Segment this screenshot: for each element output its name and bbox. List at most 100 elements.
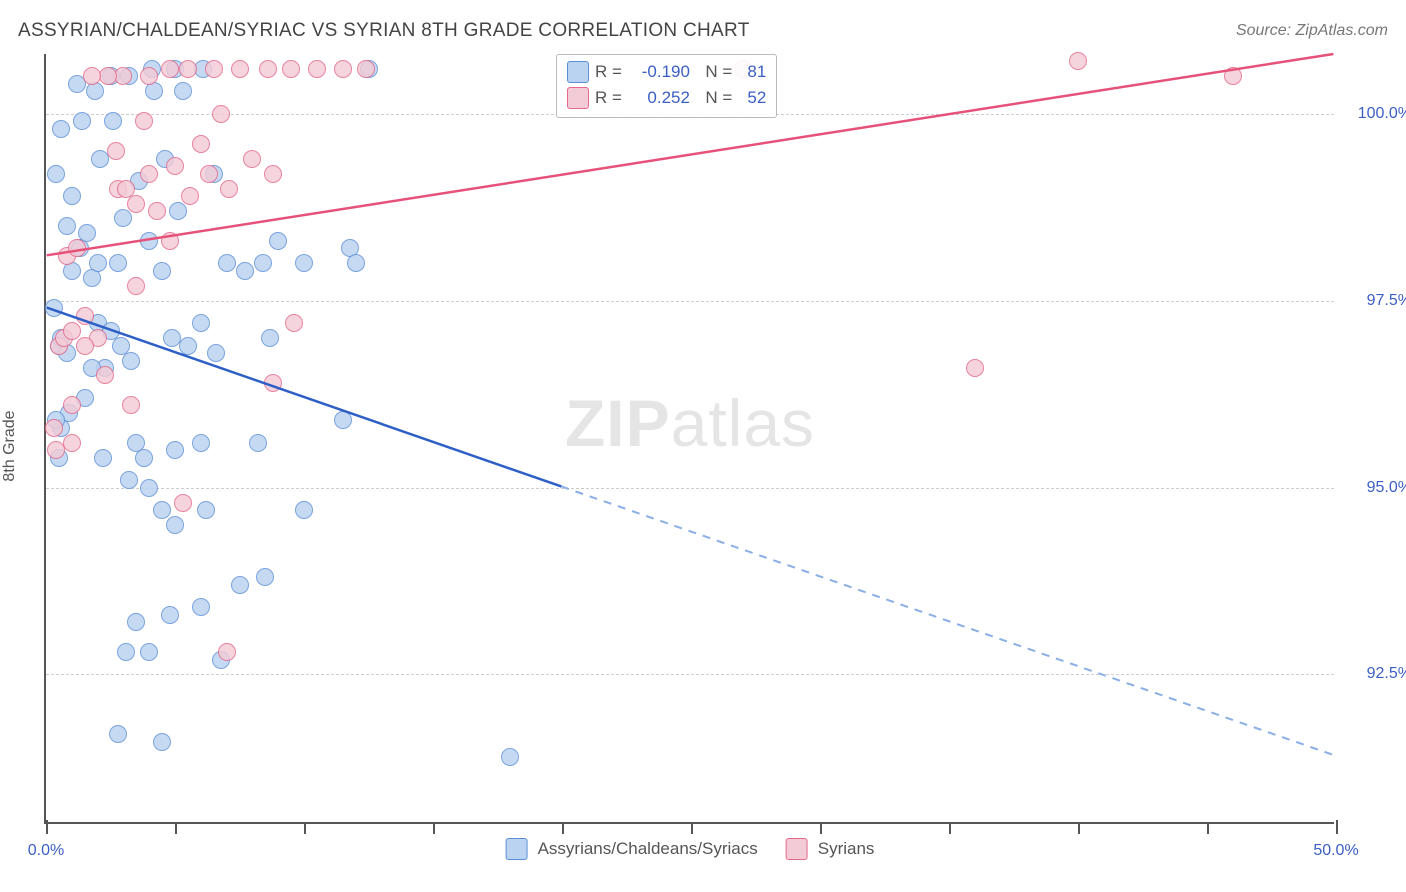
scatter-point	[334, 411, 352, 429]
legend-r-row-1: R = 0.252 N = 52	[567, 85, 766, 111]
chart-area: ZIPatlas 92.5%95.0%97.5%100.0% R = -0.19…	[44, 54, 1334, 824]
scatter-point	[207, 344, 225, 362]
scatter-point	[114, 209, 132, 227]
scatter-point	[83, 67, 101, 85]
scatter-point	[205, 60, 223, 78]
scatter-point	[109, 725, 127, 743]
chart-title: ASSYRIAN/CHALDEAN/SYRIAC VS SYRIAN 8TH G…	[18, 20, 750, 42]
scatter-point	[89, 254, 107, 272]
legend-r-row-0: R = -0.190 N = 81	[567, 59, 766, 85]
scatter-point	[261, 329, 279, 347]
scatter-point	[166, 157, 184, 175]
scatter-point	[76, 337, 94, 355]
xtick-minor	[820, 824, 822, 834]
scatter-point	[197, 501, 215, 519]
scatter-point	[45, 419, 63, 437]
scatter-point	[231, 60, 249, 78]
xtick-minor	[1078, 824, 1080, 834]
scatter-point	[140, 643, 158, 661]
legend-r-value-1: 0.252	[628, 88, 690, 108]
xtick-major	[1336, 820, 1338, 834]
legend-n-value-1: 52	[738, 88, 766, 108]
scatter-point	[285, 314, 303, 332]
scatter-point	[212, 105, 230, 123]
legend-r-r-label: R =	[595, 62, 622, 82]
xtick-minor	[691, 824, 693, 834]
scatter-point	[109, 254, 127, 272]
scatter-point	[58, 217, 76, 235]
scatter-point	[282, 60, 300, 78]
scatter-point	[1069, 52, 1087, 70]
scatter-point	[86, 82, 104, 100]
scatter-point	[140, 67, 158, 85]
scatter-point	[256, 568, 274, 586]
xtick-minor	[562, 824, 564, 834]
scatter-point	[269, 232, 287, 250]
legend-bottom-swatch-0	[506, 838, 528, 860]
scatter-point	[169, 202, 187, 220]
scatter-point	[295, 501, 313, 519]
scatter-point	[73, 112, 91, 130]
scatter-point	[52, 120, 70, 138]
scatter-point	[166, 516, 184, 534]
scatter-point	[308, 60, 326, 78]
legend-bottom-label-0: Assyrians/Chaldeans/Syriacs	[538, 839, 758, 859]
scatter-point	[174, 494, 192, 512]
xtick-label: 0.0%	[28, 842, 64, 860]
scatter-point	[135, 112, 153, 130]
legend-r-r-label: R =	[595, 88, 622, 108]
scatter-point	[120, 471, 138, 489]
legend-bottom-item-0: Assyrians/Chaldeans/Syriacs	[506, 838, 758, 860]
scatter-point	[94, 449, 112, 467]
xtick-major	[46, 820, 48, 834]
plot-layer	[46, 54, 1334, 822]
scatter-point	[68, 239, 86, 257]
scatter-point	[501, 748, 519, 766]
ytick-label: 95.0%	[1367, 479, 1406, 497]
scatter-point	[140, 165, 158, 183]
scatter-point	[254, 254, 272, 272]
source-label: Source: ZipAtlas.com	[1236, 22, 1388, 40]
legend-bottom-label-1: Syrians	[818, 839, 875, 859]
scatter-point	[127, 277, 145, 295]
xtick-minor	[1207, 824, 1209, 834]
scatter-point	[127, 613, 145, 631]
scatter-point	[179, 60, 197, 78]
scatter-point	[135, 449, 153, 467]
scatter-point	[236, 262, 254, 280]
scatter-point	[140, 479, 158, 497]
xtick-minor	[949, 824, 951, 834]
scatter-point	[63, 322, 81, 340]
scatter-point	[63, 187, 81, 205]
scatter-point	[264, 374, 282, 392]
scatter-point	[192, 598, 210, 616]
scatter-point	[181, 187, 199, 205]
scatter-point	[76, 307, 94, 325]
ytick-label: 100.0%	[1358, 105, 1406, 123]
scatter-point	[264, 165, 282, 183]
xtick-minor	[175, 824, 177, 834]
scatter-point	[1224, 67, 1242, 85]
legend-r-n-label: N =	[696, 62, 732, 82]
scatter-point	[161, 232, 179, 250]
scatter-point	[357, 60, 375, 78]
scatter-point	[153, 733, 171, 751]
scatter-point	[107, 142, 125, 160]
xtick-minor	[304, 824, 306, 834]
scatter-point	[347, 254, 365, 272]
scatter-point	[192, 434, 210, 452]
legend-r-swatch-0	[567, 61, 589, 83]
scatter-point	[243, 150, 261, 168]
scatter-point	[122, 396, 140, 414]
scatter-point	[96, 366, 114, 384]
scatter-point	[117, 643, 135, 661]
scatter-point	[174, 82, 192, 100]
scatter-point	[161, 606, 179, 624]
scatter-point	[161, 60, 179, 78]
legend-r-n-label: N =	[696, 88, 732, 108]
scatter-point	[218, 254, 236, 272]
scatter-point	[166, 441, 184, 459]
scatter-point	[63, 396, 81, 414]
y-axis-label: 8th Grade	[1, 410, 19, 481]
scatter-point	[966, 359, 984, 377]
